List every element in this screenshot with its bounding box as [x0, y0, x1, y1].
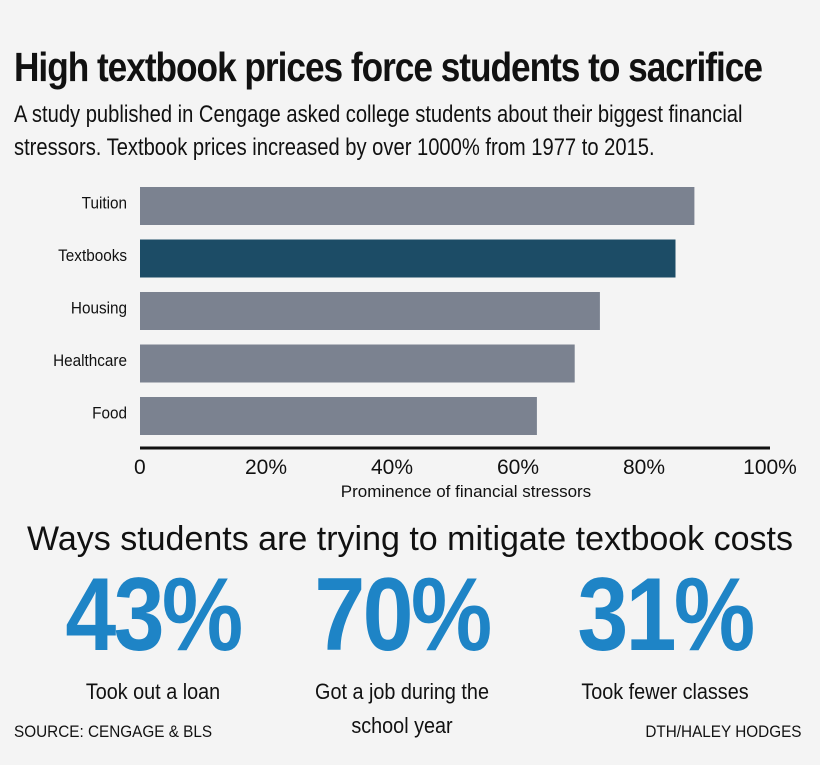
stat-value: 31%	[577, 557, 755, 673]
category-label: Housing	[71, 299, 127, 318]
stat-label: Took fewer classes	[581, 679, 749, 704]
bar-healthcare	[140, 344, 575, 383]
chart-title: High textbook prices force students to s…	[14, 44, 763, 90]
x-tick-label: 40%	[371, 456, 413, 479]
section-title: Ways students are trying to mitigate tex…	[27, 520, 793, 558]
stat-job: 70% Got a job during the school year	[277, 555, 527, 743]
bar-chart: Tuition Textbooks Housing Healthcare Food 0 20…	[53, 187, 797, 501]
bar-food	[140, 397, 537, 435]
x-tick-label: 20%	[245, 456, 287, 479]
stat-loan: 43% Took out a loan	[28, 555, 278, 709]
stat-label: Took out a loan	[85, 679, 221, 704]
x-tick-label: 0	[134, 456, 146, 479]
stat-label: Got a job during the school year	[315, 679, 489, 738]
stat-classes: 31% Took fewer classes	[540, 555, 790, 709]
stat-value: 43%	[65, 557, 243, 673]
credit-note: DTH/HALEY HODGES	[645, 722, 802, 741]
x-tick-label: 60%	[497, 456, 539, 479]
stat-value: 70%	[314, 557, 492, 673]
x-tick-label: 80%	[623, 456, 665, 479]
chart-subtitle: A study published in Cengage asked colle…	[14, 101, 743, 161]
bar-textbooks	[140, 239, 676, 278]
x-axis-label: Prominence of financial stressors	[341, 482, 591, 501]
category-label: Tuition	[82, 194, 127, 213]
bar-housing	[140, 292, 600, 330]
bar-tuition	[140, 187, 695, 225]
category-label: Food	[92, 404, 127, 423]
category-label: Textbooks	[58, 246, 127, 265]
source-note: SOURCE: CENGAGE & BLS	[14, 722, 213, 741]
category-label: Healthcare	[53, 351, 127, 370]
x-tick-label: 100%	[743, 456, 797, 479]
